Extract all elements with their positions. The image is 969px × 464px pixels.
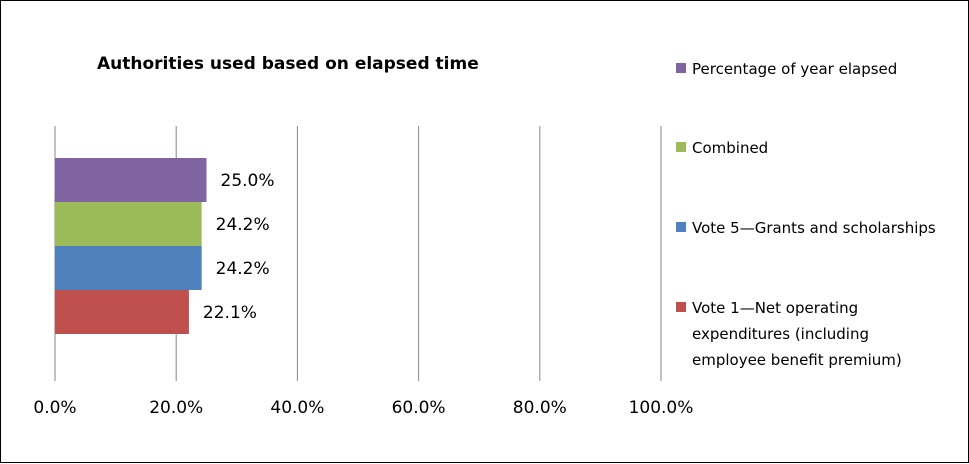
legend-label: Percentage of year elapsed — [692, 60, 898, 78]
bar — [55, 202, 202, 246]
x-tick-label: 80.0% — [513, 398, 567, 418]
data-label: 24.2% — [216, 215, 270, 235]
legend-swatch — [676, 63, 686, 73]
bar — [55, 246, 202, 290]
legend-label: Vote 5—Grants and scholarships — [692, 219, 936, 237]
legend-item: Vote 5—Grants and scholarships — [676, 215, 947, 241]
legend-label: Combined — [692, 139, 769, 157]
legend: Percentage of year elapsed Combined Vote 5… — [676, 1, 966, 464]
legend-item: Combined — [676, 135, 947, 161]
x-tick-label: 20.0% — [149, 398, 203, 418]
legend-swatch — [676, 142, 686, 152]
legend-item: Percentage of year elapsed — [676, 56, 947, 82]
legend-item: Vote 1—Net operating expenditures (inclu… — [676, 295, 947, 373]
x-tick-label: 40.0% — [270, 398, 324, 418]
data-label: 25.0% — [221, 171, 275, 191]
x-tick-label: 0.0% — [33, 398, 76, 418]
chart-title: Authorities used based on elapsed time — [97, 54, 479, 74]
data-label: 24.2% — [216, 259, 270, 279]
legend-swatch — [676, 222, 686, 232]
data-label: 22.1% — [203, 303, 257, 323]
x-tick-label: 60.0% — [392, 398, 446, 418]
bar — [55, 290, 189, 334]
legend-label: Vote 1—Net operating expenditures (inclu… — [692, 299, 902, 369]
x-tick-label: 100.0% — [629, 398, 694, 418]
bar — [55, 158, 207, 202]
legend-swatch — [676, 302, 686, 312]
